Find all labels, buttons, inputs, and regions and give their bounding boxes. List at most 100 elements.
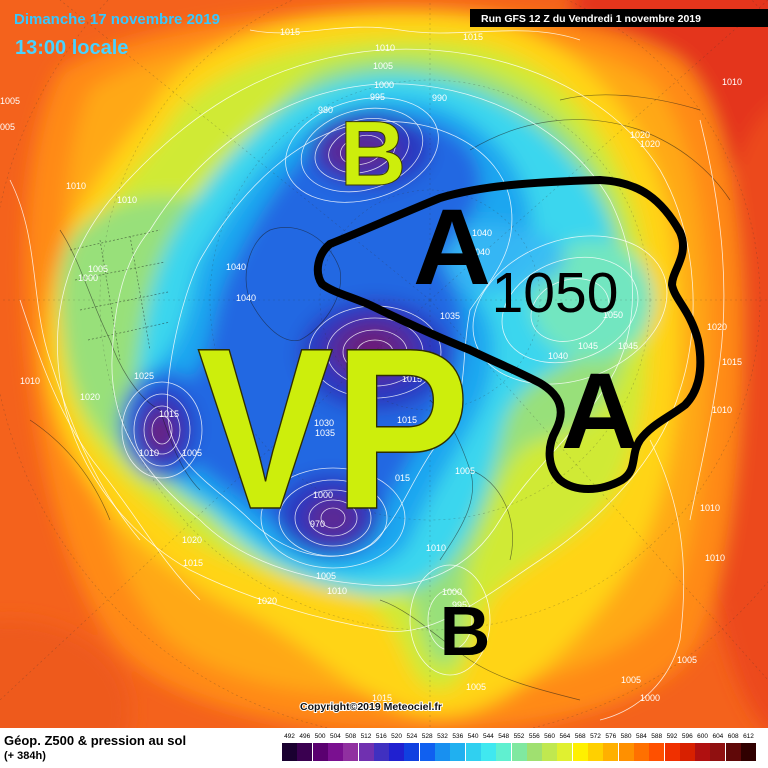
legend-color-swatch	[618, 743, 634, 761]
legend-entry: 508	[343, 733, 359, 765]
legend-entry: 604	[710, 733, 726, 765]
legend-entry: 608	[725, 733, 741, 765]
legend-entry: 500	[312, 733, 328, 765]
low-south-label: B	[440, 592, 491, 670]
legend-label: 532	[437, 733, 448, 740]
legend-label: 500	[314, 733, 326, 740]
legend-entry: 596	[679, 733, 695, 765]
isobar-label: 1005	[677, 655, 697, 665]
legend-entry: 600	[695, 733, 711, 765]
legend-label: 508	[345, 733, 357, 740]
legend-scale: 492 496 500 504 508 512 516 520 524 528 532 536 540 5…	[282, 733, 758, 765]
footer-bar: Géop. Z500 & pression au sol (+ 384h) 49…	[0, 728, 768, 768]
isobar-label: 1010	[375, 43, 395, 53]
map-product-title: Géop. Z500 & pression au sol	[4, 733, 187, 748]
isobar-label: 1020	[640, 139, 660, 149]
high-pressure-value-label: 1050	[492, 261, 619, 325]
legend-label: 568	[574, 733, 586, 740]
legend-entry: 580	[618, 733, 634, 765]
legend-color-swatch	[297, 743, 313, 761]
isobar-label: 1040	[548, 351, 568, 361]
isobar-labels: 1015 1015 1010 1005 1000 995 990 980 100…	[0, 27, 742, 703]
legend-color-swatch	[435, 743, 450, 761]
legend-entry: 496	[297, 733, 313, 765]
isobar-label: 005	[0, 122, 15, 132]
lead-time: (+ 384h)	[4, 750, 46, 762]
legend-label: 612	[743, 733, 754, 740]
legend-label: 528	[421, 733, 433, 740]
legend-label: 540	[467, 733, 479, 740]
legend-color-swatch	[373, 743, 389, 761]
legend-entry: 504	[327, 733, 343, 765]
legend-color-swatch	[526, 743, 542, 761]
legend-color-swatch	[404, 743, 420, 761]
legend-label: 608	[727, 733, 739, 740]
isobar-label: 1020	[257, 596, 277, 606]
polar-vortex-label: VP	[197, 300, 470, 557]
legend-entry: 492	[282, 733, 297, 765]
isobar-label: 1015	[463, 32, 483, 42]
high-pressure-outline	[313, 176, 705, 493]
legend-entry: 576	[603, 733, 619, 765]
isobar-label: 995	[452, 600, 467, 610]
low-north-label: B	[340, 103, 406, 205]
legend-entry: 568	[572, 733, 588, 765]
isobar-label: 1000	[442, 587, 462, 597]
legend-color-swatch	[603, 743, 619, 761]
legend-entry: 524	[404, 733, 420, 765]
isobar-label: 1040	[472, 228, 492, 238]
isobar-label: 1015	[280, 27, 300, 37]
legend-color-swatch	[419, 743, 435, 761]
legend-color-swatch	[465, 743, 481, 761]
legend-entry: 584	[633, 733, 649, 765]
legend-color-swatch	[557, 743, 573, 761]
isobar-label: 1020	[630, 130, 650, 140]
isobar-label: 1000	[313, 490, 333, 500]
high-east-label: A	[561, 350, 639, 471]
legend-label: 504	[329, 733, 341, 740]
isobar-label: 1010	[700, 503, 720, 513]
isobar-label: 1005	[182, 448, 202, 458]
legend-color-swatch	[282, 743, 297, 761]
legend-label: 524	[406, 733, 418, 740]
legend-color-swatch	[450, 743, 466, 761]
isobar-label: 1025	[134, 371, 154, 381]
legend-label: 600	[697, 733, 709, 740]
geopotential-field	[0, 0, 768, 728]
legend-label: 604	[712, 733, 724, 740]
isobar-label: 1010	[712, 405, 732, 415]
isobar-label: 1005	[373, 61, 393, 71]
isobar-label: 1010	[20, 376, 40, 386]
legend-label: 592	[666, 733, 678, 740]
isobar-label: 1010	[139, 448, 159, 458]
legend-color-swatch	[542, 743, 558, 761]
high-west-label: A	[413, 186, 491, 307]
isobar-label: 1020	[80, 392, 100, 402]
isobar-label: 980	[318, 105, 333, 115]
isobar-label: 1005	[466, 682, 486, 692]
isobar-label: 1040	[470, 247, 490, 257]
isobar-label: 1015	[372, 693, 392, 703]
legend-label: 516	[375, 733, 387, 740]
legend-color-swatch	[695, 743, 711, 761]
legend-label: 548	[498, 733, 510, 740]
isobar-label: 1010	[117, 195, 137, 205]
legend-color-swatch	[343, 743, 359, 761]
legend-entry: 544	[480, 733, 496, 765]
isobar-label: 1050	[603, 310, 623, 320]
isobar-label: 990	[432, 93, 447, 103]
isobar-label: 1035	[315, 428, 335, 438]
legend-label: 536	[452, 733, 464, 740]
legend-entry: 536	[450, 733, 466, 765]
isobar-label: 970	[310, 519, 325, 529]
isobar-label: 1040	[226, 262, 246, 272]
legend-label: 576	[605, 733, 617, 740]
legend-entry: 520	[389, 733, 405, 765]
isobar-label: 1000	[374, 80, 394, 90]
legend-label: 544	[482, 733, 494, 740]
isobar-label: 1005	[316, 571, 336, 581]
legend-label: 584	[635, 733, 647, 740]
legend-label: 572	[590, 733, 601, 740]
legend-color-swatch	[327, 743, 343, 761]
